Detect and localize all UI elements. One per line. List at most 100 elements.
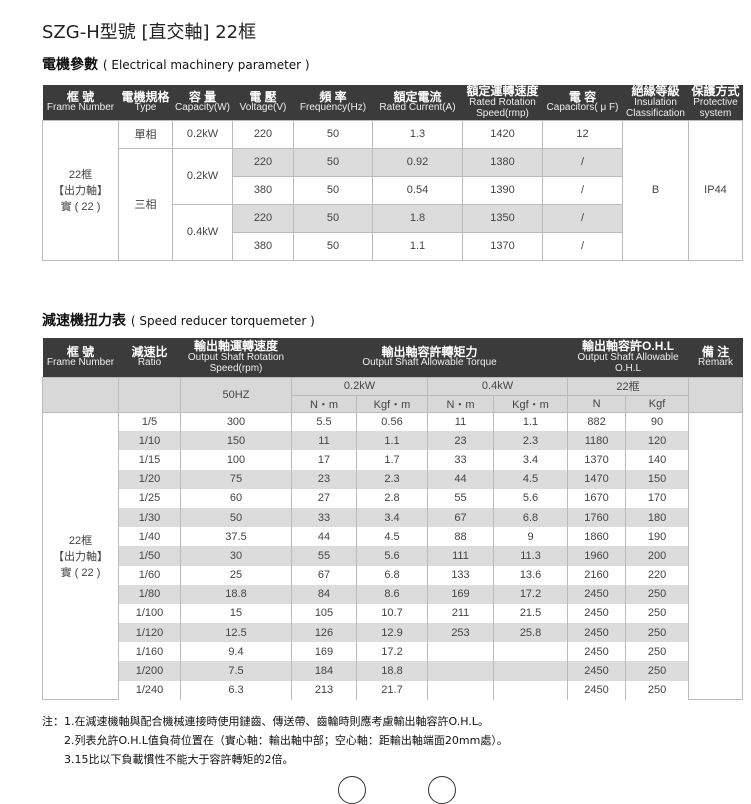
header-en: Ratio xyxy=(137,357,162,369)
data-cell: 190 xyxy=(625,527,690,547)
table-row: 1/15 100 17 1.7 33 3.4 1370 140 xyxy=(43,450,743,470)
data-cell: 6.8 xyxy=(492,507,569,528)
unit-label: Kgf・m xyxy=(492,394,569,413)
data-cell: 150 xyxy=(625,469,690,489)
column-header: 備 注 Remark xyxy=(688,338,743,377)
data-cell: 25.8 xyxy=(492,623,569,643)
table-row: 1/80 18.8 84 8.6 169 17.2 2450 250 xyxy=(43,584,743,604)
note-2: 2.列表允許O.H.L值負荷位置在（實心軸：輸出軸中部；空心軸：距輸出軸端面20… xyxy=(64,734,508,747)
data-cell: 25 xyxy=(180,565,292,585)
data-cell: 220 xyxy=(625,565,690,585)
data-cell: 2.3 xyxy=(356,469,428,489)
data-cell: 0.56 xyxy=(356,412,428,432)
data-cell: 250 xyxy=(625,680,690,700)
capacity-cell: 0.2kW xyxy=(172,147,233,205)
power-0.4kw-label: 0.4kW xyxy=(426,376,569,396)
circle-decoration xyxy=(428,776,456,804)
frequency-cell: 50 xyxy=(293,147,373,177)
column-header: 額定運轉速度 Rated Rotation Speed(rmp) xyxy=(462,85,543,120)
capacitor-cell: / xyxy=(542,231,623,261)
column-header: 輸出軸運轉速度 Output Shaft Rotation Speed(rpm) xyxy=(180,338,292,377)
data-cell: 23 xyxy=(427,431,494,451)
page-title: SZG-H型號 [直交軸] 22框 xyxy=(42,22,257,43)
table-row: 1/25 60 27 2.8 55 5.6 1670 170 xyxy=(43,488,743,508)
header-en: Remark xyxy=(698,357,734,369)
speed-cell: 1350 xyxy=(462,203,543,233)
frequency-cell: 50 xyxy=(293,231,373,261)
data-cell: 33 xyxy=(427,450,494,470)
data-cell: 44 xyxy=(291,527,357,547)
data-cell: 13.6 xyxy=(492,565,569,585)
data-cell: 88 xyxy=(427,527,494,547)
data-cell: 17 xyxy=(291,450,357,470)
current-cell: 0.54 xyxy=(372,175,463,205)
data-cell: 1/25 xyxy=(118,488,181,508)
type-cell: 三相 xyxy=(118,147,173,261)
unit-label: Kgf xyxy=(625,394,690,413)
data-cell: 200 xyxy=(625,546,690,566)
column-header: 容 量 Capacity(W) xyxy=(172,85,233,120)
data-cell: 105 xyxy=(291,603,357,624)
header-en: Capacitors( μ F) xyxy=(546,102,619,114)
data-cell: 250 xyxy=(625,623,690,643)
capacitor-cell: / xyxy=(542,175,623,205)
data-cell: 90 xyxy=(625,412,690,432)
current-cell: 1.1 xyxy=(372,231,463,261)
capacity-cell: 0.4kW xyxy=(172,203,233,261)
current-cell: 1.8 xyxy=(372,203,463,233)
current-cell: 0.92 xyxy=(372,147,463,177)
data-cell xyxy=(492,642,569,662)
table-row: 1/120 12.5 126 12.9 253 25.8 2450 250 xyxy=(43,623,743,643)
speed-cell: 1420 xyxy=(462,119,543,149)
table-row: 1/160 9.4 169 17.2 2450 250 xyxy=(43,642,743,662)
data-cell: 8.6 xyxy=(356,584,428,604)
data-cell: 7.5 xyxy=(180,661,292,681)
header-zh: 輸出軸容許轉矩力 xyxy=(381,344,478,359)
header-zh: 電 容 xyxy=(568,89,597,104)
data-cell: 67 xyxy=(427,507,494,528)
reducer-torque-table: 框 號 Frame Number 減速比 Ratio 輸出軸運轉速度 Output Sha… xyxy=(42,338,744,701)
header-zh: 減速比 xyxy=(131,344,168,359)
data-cell: 250 xyxy=(625,603,690,624)
data-cell: 1370 xyxy=(567,450,627,470)
header-zh: 絕緣等級 xyxy=(631,84,680,99)
header-en: Rated Rotation Speed(rmp) xyxy=(469,97,536,119)
blank-cell xyxy=(42,376,119,413)
data-cell: 1/5 xyxy=(118,412,181,432)
data-cell: 2.8 xyxy=(356,488,428,508)
data-cell: 184 xyxy=(291,661,357,681)
data-cell: 1/160 xyxy=(118,642,181,662)
column-header: 減速比 Ratio xyxy=(118,338,181,377)
data-cell: 6.3 xyxy=(180,680,292,700)
data-cell: 2160 xyxy=(567,565,627,585)
data-cell: 4.5 xyxy=(356,527,428,547)
data-cell: 1/50 xyxy=(118,546,181,566)
frame-cell: 22框 【出力軸】實 ( 22 ) xyxy=(42,411,119,701)
data-cell xyxy=(427,661,494,681)
data-cell: 2.3 xyxy=(492,431,569,451)
table-row: 1/200 7.5 184 18.8 2450 250 xyxy=(43,661,743,681)
table-row: 1/20 75 23 2.3 44 4.5 1470 150 xyxy=(43,469,743,489)
column-header: 輸出軸容許O.H.L Output Shaft Allowable O.H.L xyxy=(567,338,689,377)
data-cell xyxy=(492,661,569,681)
capacitor-cell: / xyxy=(542,147,623,177)
data-cell: 50 xyxy=(180,507,292,528)
data-cell: 1/20 xyxy=(118,469,181,489)
current-cell: 1.3 xyxy=(372,119,463,149)
protection-cell: IP44 xyxy=(688,119,743,261)
data-cell: 1470 xyxy=(567,469,627,489)
data-cell: 11 xyxy=(427,412,494,432)
frame-cell: 22框 【出力軸】實 ( 22 ) xyxy=(42,119,119,261)
data-cell: 27 xyxy=(291,488,357,508)
header-en: Frame Number xyxy=(46,357,115,369)
data-cell: 4.5 xyxy=(492,469,569,489)
header-zh: 框 號 xyxy=(66,89,95,104)
header-zh: 備 注 xyxy=(701,344,730,359)
column-header: 頻 率 Frequency(Hz) xyxy=(293,85,373,120)
blank-cell xyxy=(688,376,744,413)
data-cell: 133 xyxy=(427,565,494,585)
data-cell: 11 xyxy=(291,431,357,451)
data-cell: 1/15 xyxy=(118,450,181,470)
data-cell: 5.5 xyxy=(291,412,357,432)
data-cell: 169 xyxy=(291,642,357,662)
